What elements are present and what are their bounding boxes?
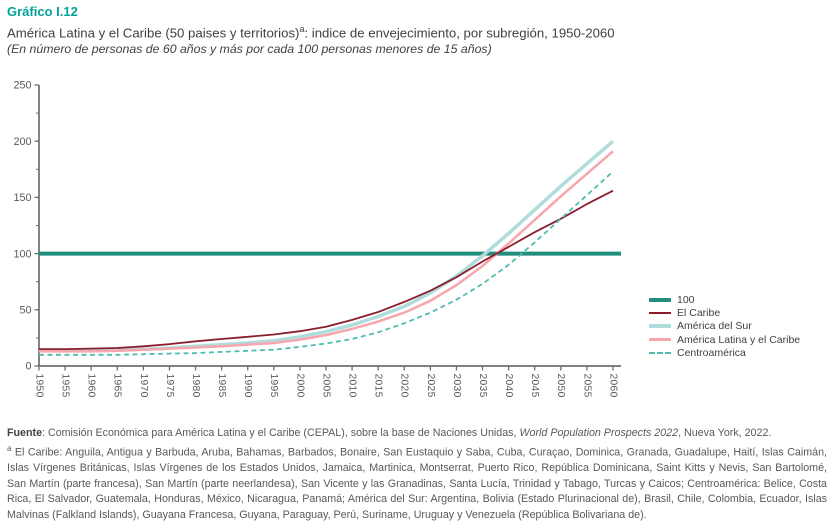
legend-item-america-latina-y-el-caribe: América Latina y el Caribe [649,333,800,346]
x-tick-label: 1995 [268,374,279,398]
x-tick-label: 1975 [164,374,175,398]
x-tick-label: 1990 [242,374,253,398]
chart-title-rest: : indice de envejecimiento, por subregió… [304,25,615,41]
y-tick-label: 250 [13,80,31,92]
x-tick-label: 2040 [503,374,514,398]
legend-label-reference-100: 100 [677,293,695,306]
x-tick-label: 2060 [607,374,618,398]
axes [38,85,621,367]
series-line-america-del-sur [39,139,615,353]
legend-label-america-del-sur: América del Sur [677,320,752,333]
legend-swatch-america-del-sur [649,324,671,329]
y-tick-label: 0 [25,361,31,373]
source-text-post: , Nueva York, 2022. [678,427,772,439]
y-axis: 0 50 100 150 200 250 [13,80,39,373]
x-tick-label: 1965 [112,374,123,398]
x-tick-label: 1985 [216,374,227,398]
x-tick-label: 2010 [347,374,358,398]
legend-label-el-caribe: El Caribe [677,307,721,320]
y-tick-label: 100 [13,248,31,260]
series-line-centroamerica [39,170,614,356]
x-tick-label: 2000 [294,374,305,398]
chart-header: Gráfico I.12 América Latina y el Caribe … [7,4,827,57]
x-tick-label: 2020 [399,374,410,398]
series-line-america-latina-y-el-caribe [39,150,614,353]
x-axis: 1950 1955 1960 1965 1970 1975 1980 1985 1990 1995… [33,366,618,398]
x-tick-label: 2035 [477,374,488,398]
legend-swatch-centroamerica [649,352,671,355]
footnote-marker: a [7,444,12,454]
x-tick-label: 1980 [190,374,201,398]
figure-number: Gráfico I.12 [7,4,78,19]
x-tick-label: 2030 [451,374,462,398]
chart-subtitle: (En número de personas de 60 años y más … [7,42,492,57]
chart-footer: Fuente: Comisión Económica para América … [7,426,827,523]
source-text-pre: : Comisión Económica para América Latina… [42,427,520,439]
legend-label-america-latina-y-el-caribe: América Latina y el Caribe [677,333,801,346]
source-text-italic: World Population Prospects 2022 [519,427,679,439]
x-tick-label: 2050 [555,374,566,398]
x-tick-label: 1970 [138,374,149,398]
footnote: a El Caribe: Anguila, Antigua y Barbuda,… [7,441,827,523]
y-tick-label: 150 [13,192,31,204]
x-tick-label: 2025 [425,374,436,398]
x-tick-label: 2005 [320,374,331,398]
chart-legend: 100 El Caribe América del Sur América La… [649,293,800,360]
y-tick-label: 200 [13,136,31,148]
series-line-el-caribe [39,189,614,351]
legend-item-centroamerica: Centroamérica [649,347,800,360]
x-tick-label: 2055 [581,374,592,398]
source-line: Fuente: Comisión Económica para América … [7,426,827,441]
x-tick-label: 1950 [33,374,44,398]
footnote-text: El Caribe: Anguila, Antigua y Barbuda, A… [7,446,827,521]
legend-label-centroamerica: Centroamérica [677,347,746,360]
chart-title: América Latina y el Caribe (50 paises y … [7,21,827,41]
legend-swatch-el-caribe [649,312,671,315]
y-tick-label: 50 [19,305,31,317]
source-label: Fuente [7,427,43,439]
x-tick-label: 1955 [60,374,71,398]
x-tick-label: 2045 [529,374,540,398]
legend-swatch-america-latina-y-el-caribe [649,338,671,342]
chart-title-footnote-marker: a [299,24,305,34]
x-tick-label: 1960 [86,374,97,398]
legend-item-100: 100 [649,293,800,306]
legend-item-el-caribe: El Caribe [649,306,800,319]
legend-item-america-del-sur: América del Sur [649,320,800,333]
x-tick-label: 2015 [373,374,384,398]
chart-title-main: América Latina y el Caribe (50 paises y … [7,25,300,41]
legend-swatch-reference-100 [649,297,671,302]
